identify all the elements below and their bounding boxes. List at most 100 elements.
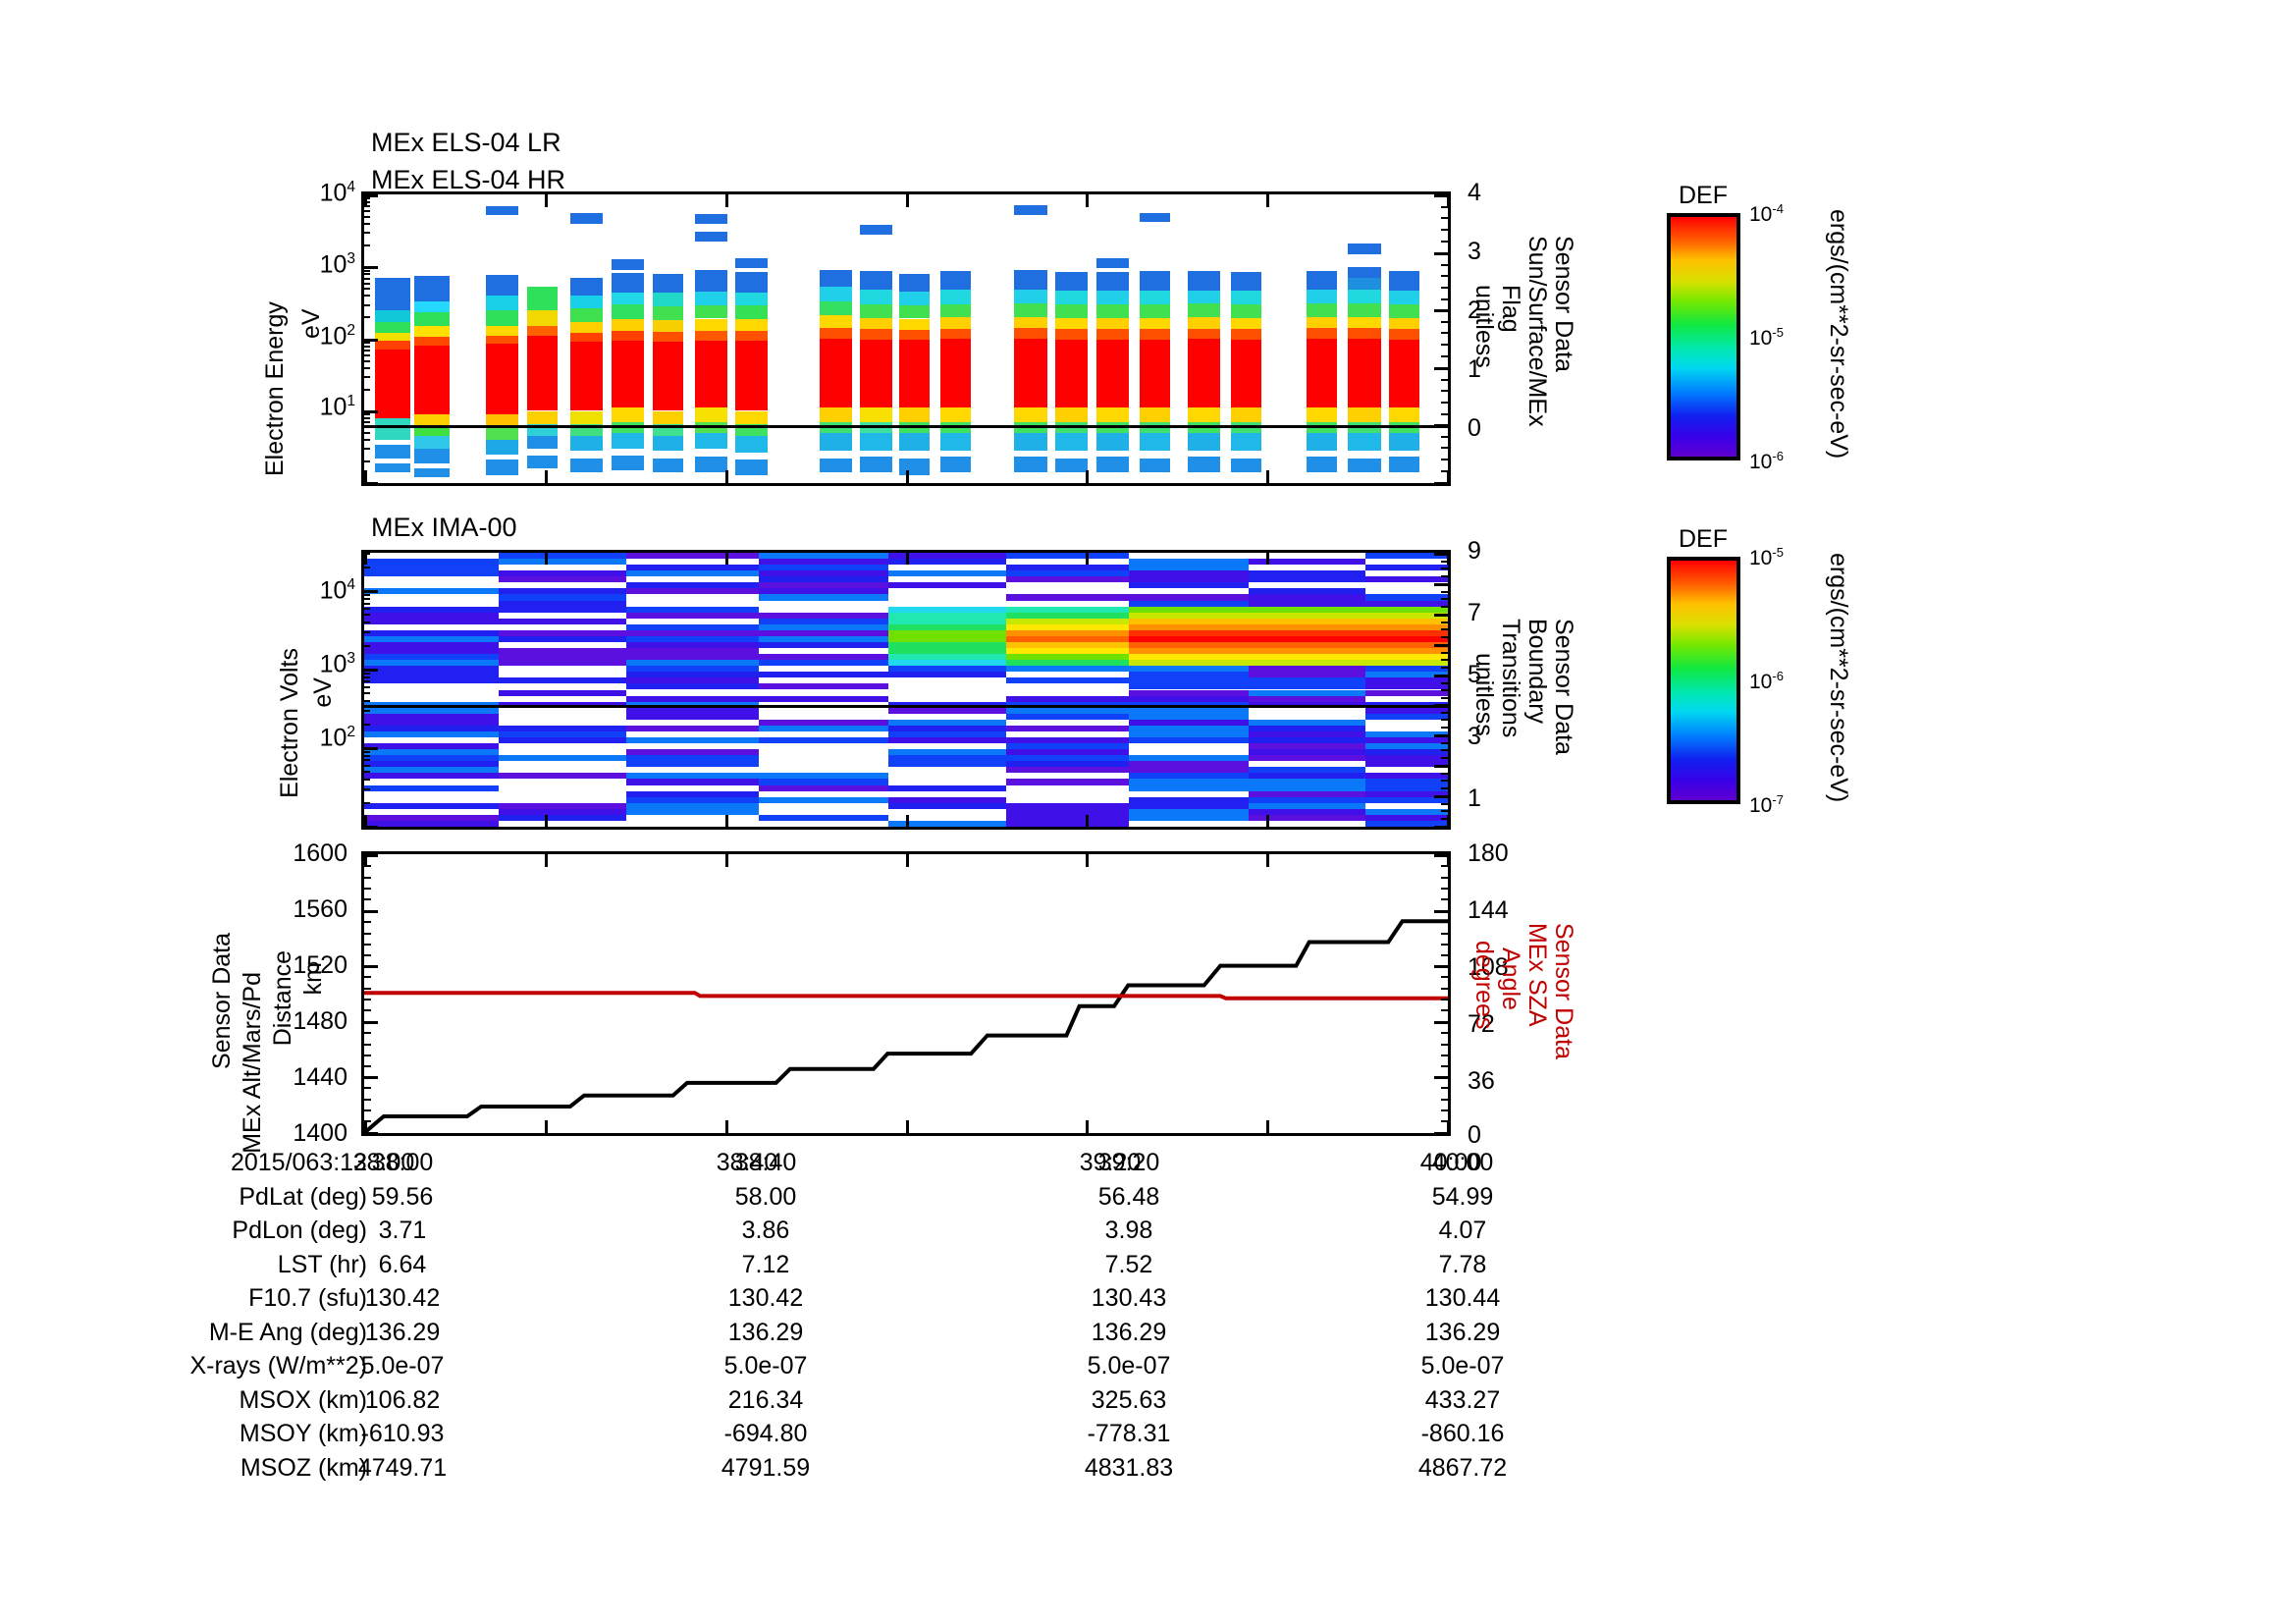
panel1-y2tick-0: 0 [1468, 414, 1481, 442]
spectrogram-cell [1096, 291, 1130, 304]
panel2-y2tick-7: 7 [1468, 599, 1481, 626]
ion-spectrogram-cell [1248, 796, 1366, 803]
ion-spectrogram-cell [626, 755, 759, 762]
spectrogram-cell [1055, 407, 1089, 422]
spectrogram-cell [413, 326, 451, 338]
ion-spectrogram-cell [888, 672, 1006, 678]
ion-spectrogram-cell [1129, 559, 1249, 566]
panel2-spectrogram[interactable] [361, 550, 1451, 830]
spectrogram-cell [569, 333, 603, 343]
ion-spectrogram-cell [758, 588, 889, 595]
ion-spectrogram-cell [626, 654, 759, 661]
spectrogram-cell [1014, 289, 1047, 303]
spectrogram-cell [652, 273, 683, 294]
spectrogram-cell [1188, 328, 1221, 339]
ion-spectrogram-cell [758, 779, 889, 785]
ion-spectrogram-cell [888, 582, 1006, 589]
axis-log-tick [364, 673, 370, 675]
spectrogram-cell [1055, 339, 1089, 408]
ion-spectrogram-cell [498, 808, 627, 815]
axis-x-tick [1086, 815, 1089, 827]
ion-spectrogram-cell [1248, 755, 1366, 762]
axis-major-tick [1434, 367, 1448, 370]
ion-spectrogram-cell [1248, 730, 1366, 738]
axis-log-tick [364, 676, 370, 678]
axis-log-tick [364, 413, 370, 415]
axis-major-tick [1434, 765, 1448, 768]
spectrogram-cell [940, 339, 972, 408]
ion-spectrogram-cell [498, 701, 627, 708]
panel3-y2tick-36: 36 [1468, 1067, 1495, 1095]
axis-major-tick [364, 1021, 378, 1024]
ion-spectrogram-cell [1248, 629, 1366, 636]
ion-spectrogram-cell [498, 606, 627, 613]
ion-spectrogram-cell [888, 802, 1006, 809]
axis-minor-tick [1441, 865, 1448, 867]
axis-minor-tick [364, 1099, 371, 1101]
axis-log-tick [364, 614, 370, 616]
spectrogram-cell [1055, 303, 1089, 318]
axis-major-tick [1434, 553, 1448, 556]
panel3-ytick-1440: 1440 [293, 1063, 347, 1091]
axis-minor-tick [1441, 591, 1448, 593]
spectrogram-cell [1188, 457, 1221, 473]
spectrogram-cell [485, 295, 518, 310]
axis-x-tick [906, 1120, 909, 1133]
info-row-label: X-rays (W/m**2) [189, 1352, 367, 1380]
spectrogram-cell [611, 456, 644, 471]
axis-x-tick [1447, 815, 1448, 827]
panel1-spectrogram[interactable] [361, 191, 1451, 486]
ion-spectrogram-cell [758, 565, 889, 571]
ion-spectrogram-cell [1365, 654, 1448, 661]
info-cell: 7.52 [1104, 1250, 1153, 1278]
ion-spectrogram-cell [888, 570, 1006, 577]
axis-major-tick [1434, 675, 1448, 677]
spectrogram-cell [1348, 302, 1381, 317]
axis-minor-tick [1441, 402, 1448, 404]
panel3-y2tick-72: 72 [1468, 1010, 1495, 1038]
axis-minor-tick [1441, 470, 1448, 472]
spectrogram-cell [1231, 272, 1262, 292]
panel3-lineplot[interactable] [361, 851, 1451, 1136]
spectrogram-cell [1389, 329, 1420, 340]
spectrogram-column [1188, 194, 1221, 483]
spectrogram-cell [819, 339, 852, 408]
axis-minor-tick [1441, 1044, 1448, 1046]
info-cell: 58.00 [734, 1182, 797, 1211]
spectrogram-cell [1096, 258, 1130, 269]
info-cell: 3.86 [741, 1217, 790, 1244]
axis-minor-tick [1441, 355, 1448, 357]
ion-spectrogram-cell [1005, 725, 1130, 731]
ion-spectrogram-cell [364, 570, 499, 577]
ion-spectrogram-cell [626, 666, 759, 673]
ion-spectrogram-cell [758, 784, 889, 791]
ion-spectrogram-cell [498, 648, 627, 655]
spectrogram-cell [1307, 339, 1338, 408]
ion-spectrogram-cell [1005, 701, 1130, 708]
info-cell: 4867.72 [1417, 1453, 1508, 1482]
spectrogram-cell [1307, 316, 1338, 329]
spectrogram-cell [694, 318, 727, 331]
axis-minor-tick [1441, 933, 1448, 935]
axis-log-tick [364, 197, 370, 199]
axis-minor-tick [364, 1065, 371, 1067]
spectrogram-column [1389, 194, 1420, 483]
ion-spectrogram-cell [626, 582, 759, 589]
axis-log-tick [364, 376, 370, 378]
axis-x-tick [1447, 194, 1448, 207]
spectrogram-cell [1014, 316, 1047, 329]
spectrogram-cell [652, 331, 683, 342]
axis-x-tick [1086, 194, 1089, 207]
panel2-y2tick-3: 3 [1468, 723, 1481, 750]
ion-spectrogram-cell [1365, 755, 1448, 762]
ion-spectrogram-cell [888, 796, 1006, 803]
ion-spectrogram-cell [1129, 641, 1249, 649]
ion-spectrogram-cell [888, 641, 1006, 649]
ion-spectrogram-cell [1248, 737, 1366, 744]
axis-minor-tick [1441, 206, 1448, 208]
ion-spectrogram-cell [1365, 672, 1448, 678]
info-cell: 7.12 [741, 1250, 790, 1278]
ion-spectrogram-cell [1365, 773, 1448, 780]
spectrogram-cell [1055, 432, 1089, 452]
axis-minor-tick [1441, 332, 1448, 334]
